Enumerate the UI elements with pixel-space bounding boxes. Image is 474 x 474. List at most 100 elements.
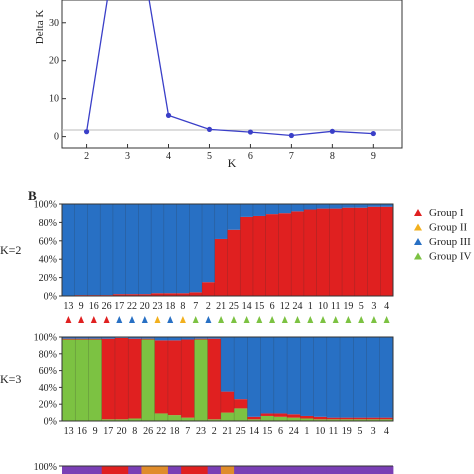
- group-marker-triangle: [294, 316, 301, 323]
- membership-bar-segment: [194, 339, 209, 421]
- membership-bar-segment: [88, 338, 103, 340]
- membership-bar-segment: [167, 340, 182, 416]
- sample-id-label: 18: [170, 426, 180, 437]
- legend-triangle-marker: [414, 238, 422, 245]
- membership-bar-segment: [260, 466, 275, 474]
- membership-bar-segment: [101, 337, 116, 339]
- group-marker-triangle: [230, 316, 237, 323]
- group-marker-triangle: [307, 316, 314, 323]
- sample-id-label: 20: [117, 426, 127, 437]
- structure-y-tick-label: 40%: [39, 255, 57, 266]
- membership-bar-segment: [220, 391, 235, 413]
- group-marker-triangle: [205, 316, 212, 323]
- sample-id-label: 22: [156, 426, 166, 437]
- membership-bar-segment: [326, 337, 341, 418]
- membership-bar-segment: [141, 338, 156, 340]
- membership-bar-segment: [75, 338, 89, 340]
- membership-bar-segment: [278, 213, 292, 296]
- sample-id-label: 15: [254, 301, 264, 312]
- sample-id-label: 11: [329, 426, 339, 437]
- delta-k-x-tick-label: 6: [248, 151, 253, 162]
- membership-bar-segment: [181, 337, 195, 340]
- membership-bar-segment: [273, 466, 288, 474]
- sample-id-label: 21: [216, 301, 226, 312]
- membership-bar-segment: [128, 418, 142, 421]
- structure-y-tick-label: 100%: [34, 462, 57, 473]
- membership-bar-segment: [313, 416, 328, 420]
- membership-bar-segment: [260, 413, 275, 416]
- membership-bar-segment: [366, 417, 381, 420]
- membership-bar-segment: [151, 204, 165, 294]
- k4-structure-plot-partial: 100%: [34, 462, 394, 474]
- delta-k-y-ticks: 0 10 20 30: [49, 18, 66, 143]
- delta-k-data-point: [288, 132, 294, 139]
- membership-bar-segment: [354, 207, 368, 296]
- membership-bar-segment: [316, 204, 330, 209]
- sample-id-label: 25: [229, 301, 239, 312]
- membership-bar-segment: [329, 204, 343, 209]
- group-marker-triangle: [103, 316, 110, 323]
- membership-bar-segment: [265, 204, 279, 215]
- structure-plot-frame: [61, 203, 394, 297]
- membership-bar-segment: [176, 204, 190, 294]
- legend-entry-label: Group II: [429, 222, 468, 234]
- sample-id-label: 26: [102, 301, 112, 312]
- group-marker-triangle: [269, 316, 276, 323]
- membership-bar-segment: [128, 337, 142, 339]
- sample-id-label: 4: [384, 426, 389, 437]
- membership-bar-segment: [252, 215, 267, 296]
- delta-k-x-tick-label: 4: [166, 151, 171, 162]
- membership-bar-segment: [340, 466, 354, 474]
- sample-id-label: 16: [89, 301, 99, 312]
- membership-bar-segment: [313, 419, 328, 421]
- structure-y-tick-label: 40%: [39, 383, 57, 394]
- group-marker-triangle: [218, 316, 225, 323]
- membership-bar-segment: [287, 466, 301, 474]
- membership-bar-segment: [62, 466, 76, 474]
- group-marker-triangle: [256, 316, 263, 323]
- structure-y-tick-label: 100%: [34, 333, 57, 344]
- sample-id-label: 14: [242, 301, 252, 312]
- membership-bar-segment: [326, 419, 341, 421]
- sample-id-label: 9: [93, 426, 98, 437]
- panel-b-label: B: [28, 188, 37, 203]
- sample-id-label: 24: [289, 426, 299, 437]
- membership-bar-segment: [240, 204, 254, 217]
- membership-bar-segment: [141, 337, 156, 339]
- membership-bar-segment: [112, 294, 127, 296]
- delta-k-series-points: [83, 112, 376, 139]
- membership-bar-segment: [214, 238, 228, 296]
- delta-k-x-ticks: 2 3 4 5 6 7 8 9: [84, 144, 376, 162]
- group-marker-triangle: [78, 316, 85, 323]
- membership-bar-segment: [167, 337, 182, 341]
- membership-bar-segment: [367, 206, 381, 296]
- delta-k-plot-frame: [61, 0, 403, 149]
- group-marker-triangle: [383, 316, 390, 323]
- membership-bar-segment: [101, 338, 116, 420]
- membership-bar-segment: [114, 337, 129, 420]
- structure-panel: B 0%20%40%60%80%100%K=213 9 16 26 17 22 20 23 18…: [0, 188, 472, 474]
- k2-structure-plot: 0%20%40%60%80%100%K=213 9 16 26 17 22 20 23 18 8 7…: [0, 200, 394, 323]
- delta-k-data-point: [206, 126, 213, 133]
- membership-bar-segment: [181, 417, 195, 421]
- membership-bar-segment: [154, 413, 169, 421]
- sample-id-label: 23: [153, 301, 163, 312]
- membership-bar-segment: [329, 208, 343, 296]
- membership-bar-segment: [353, 337, 367, 418]
- membership-bar-segment: [154, 340, 169, 414]
- membership-bar-segment: [227, 229, 241, 296]
- group-marker-triangle: [141, 316, 148, 323]
- sample-id-label: 17: [114, 301, 124, 312]
- delta-k-data-point: [329, 128, 335, 134]
- group-marker-triangle: [345, 316, 352, 323]
- legend-entry-label: Group III: [429, 236, 471, 248]
- structure-y-tick-label: 20%: [39, 273, 57, 284]
- membership-bar-segment: [287, 337, 301, 415]
- sample-id-label: 2: [206, 301, 211, 312]
- delta-k-x-tick-label: 8: [330, 151, 335, 162]
- membership-bar-segment: [380, 206, 394, 296]
- membership-bar-segment: [227, 204, 241, 230]
- delta-k-y-axis-label: Delta K: [34, 10, 46, 45]
- sample-id-label: 3: [371, 301, 376, 312]
